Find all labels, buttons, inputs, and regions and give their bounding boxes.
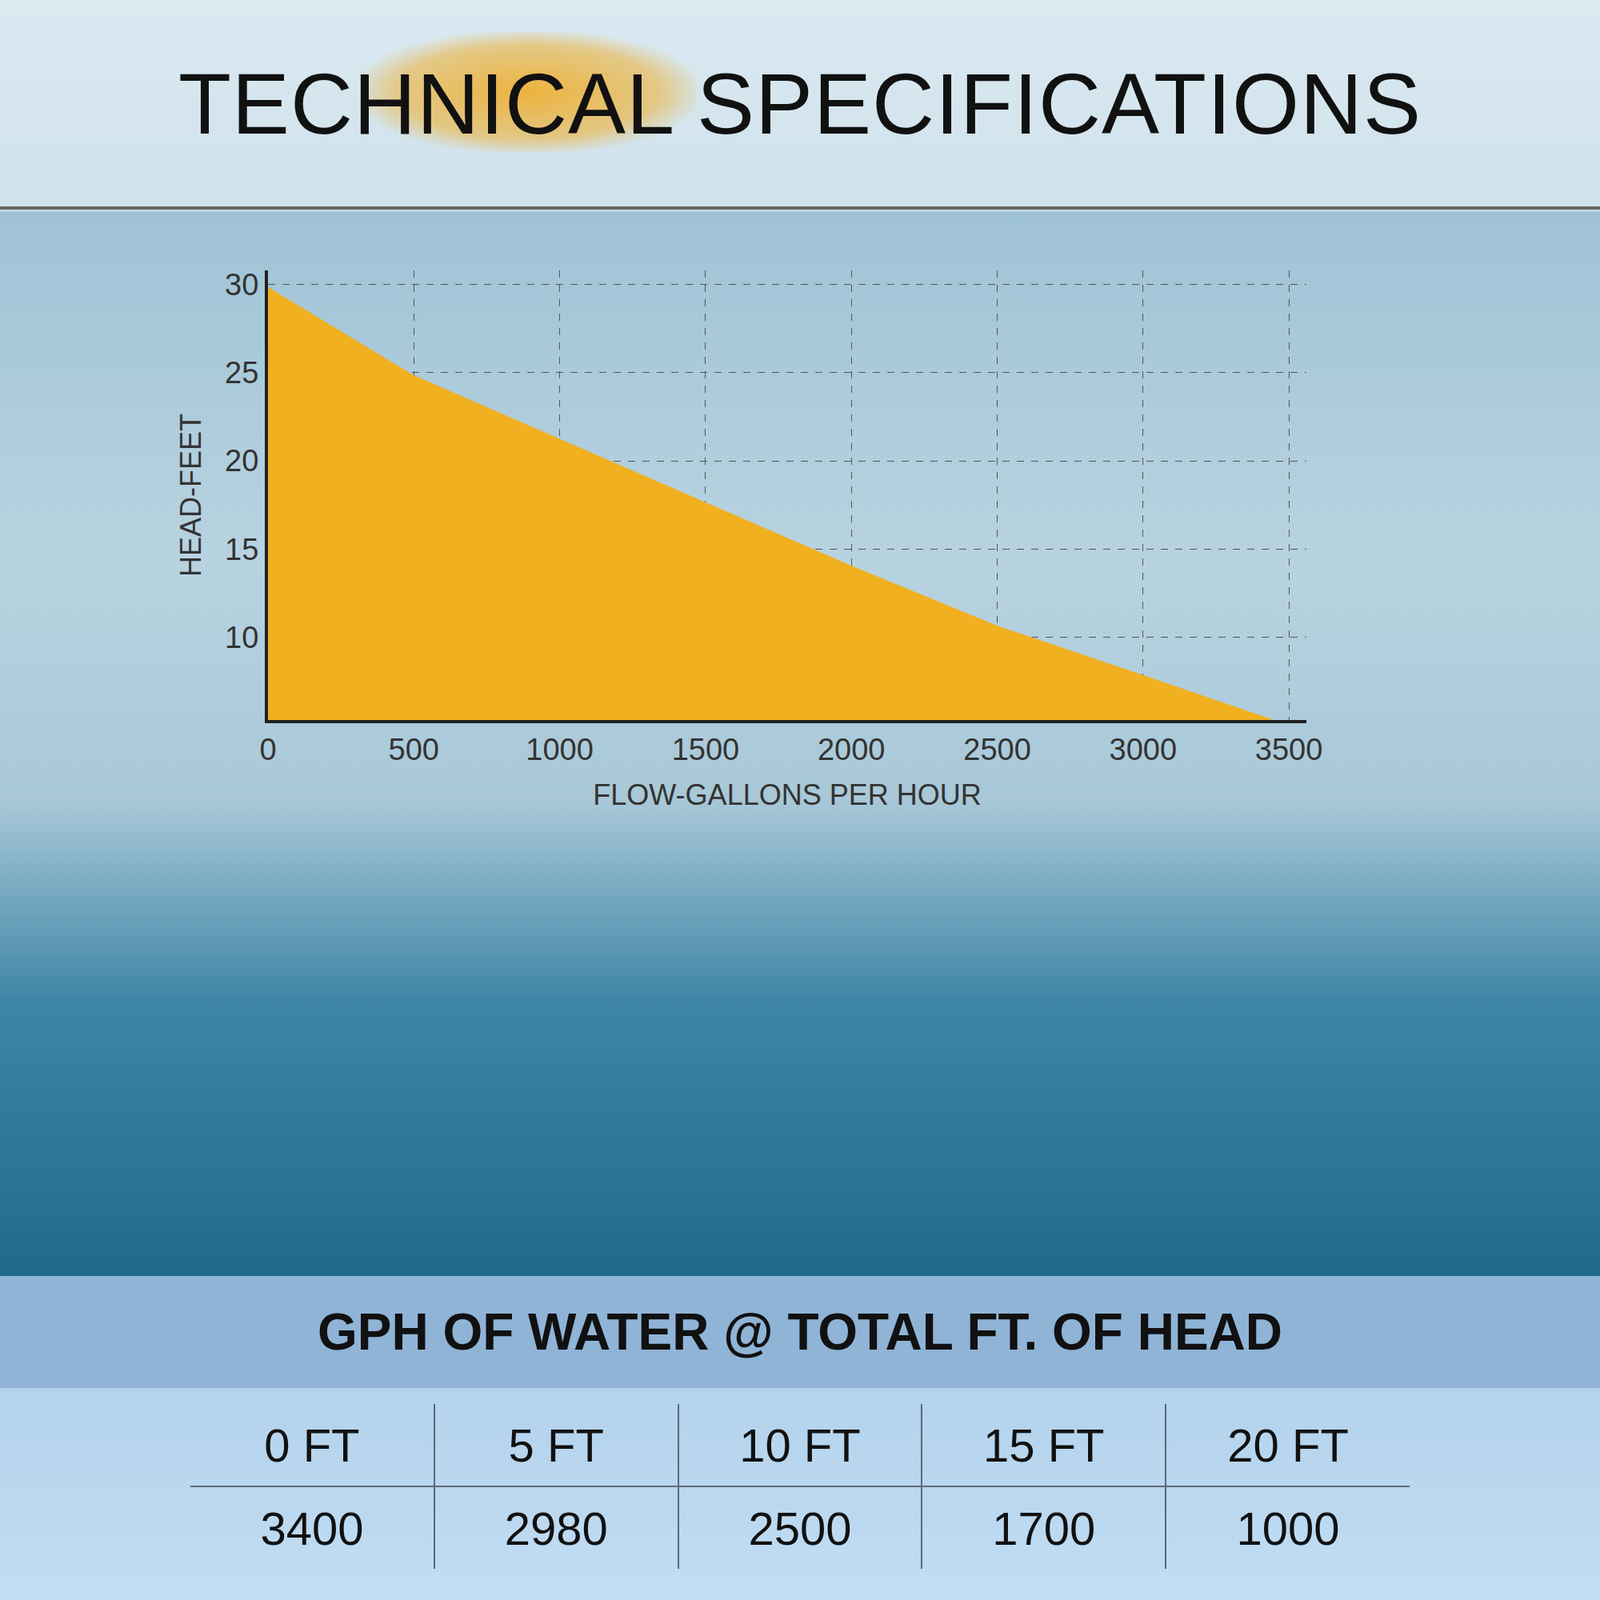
svg-text:10: 10	[224, 620, 259, 655]
svg-text:15: 15	[224, 532, 259, 567]
svg-text:3500: 3500	[1255, 732, 1324, 767]
html-text:2500: 2500	[748, 1502, 852, 1554]
svg-text:25: 25	[224, 356, 259, 390]
html-text:1700: 1700	[992, 1502, 1096, 1554]
svg-text:FLOW-GALLONS PER HOUR: FLOW-GALLONS PER HOUR	[592, 778, 981, 812]
svg-text:500: 500	[388, 732, 440, 767]
html-text:GPH OF WATER @ TOTAL FT. OF HE: GPH OF WATER @ TOTAL FT. OF HEAD	[317, 1303, 1283, 1361]
svg-text:1000: 1000	[525, 732, 594, 767]
html-text:20 FT: 20 FT	[1227, 1418, 1349, 1471]
svg-text:HEAD-FEET: HEAD-FEET	[174, 413, 208, 577]
html-text:TECHNICAL SPECIFICATIONS: TECHNICAL SPECIFICATIONS	[178, 54, 1422, 152]
svg-text:2000: 2000	[817, 732, 886, 767]
svg-text:3000: 3000	[1109, 732, 1178, 767]
html-text:1000: 1000	[1236, 1502, 1340, 1554]
html-text:2980: 2980	[504, 1502, 608, 1554]
html-text:10 FT: 10 FT	[739, 1418, 861, 1471]
svg-text:2500: 2500	[963, 732, 1032, 767]
svg-text:0: 0	[259, 732, 276, 767]
svg-text:30: 30	[224, 268, 259, 302]
html-text:5 FT: 5 FT	[508, 1418, 604, 1471]
svg-text:20: 20	[224, 444, 259, 478]
html-text:3400: 3400	[260, 1502, 364, 1554]
html-text:0 FT: 0 FT	[264, 1418, 360, 1471]
svg-text:1500: 1500	[672, 732, 740, 767]
html-text:15 FT: 15 FT	[983, 1418, 1105, 1471]
